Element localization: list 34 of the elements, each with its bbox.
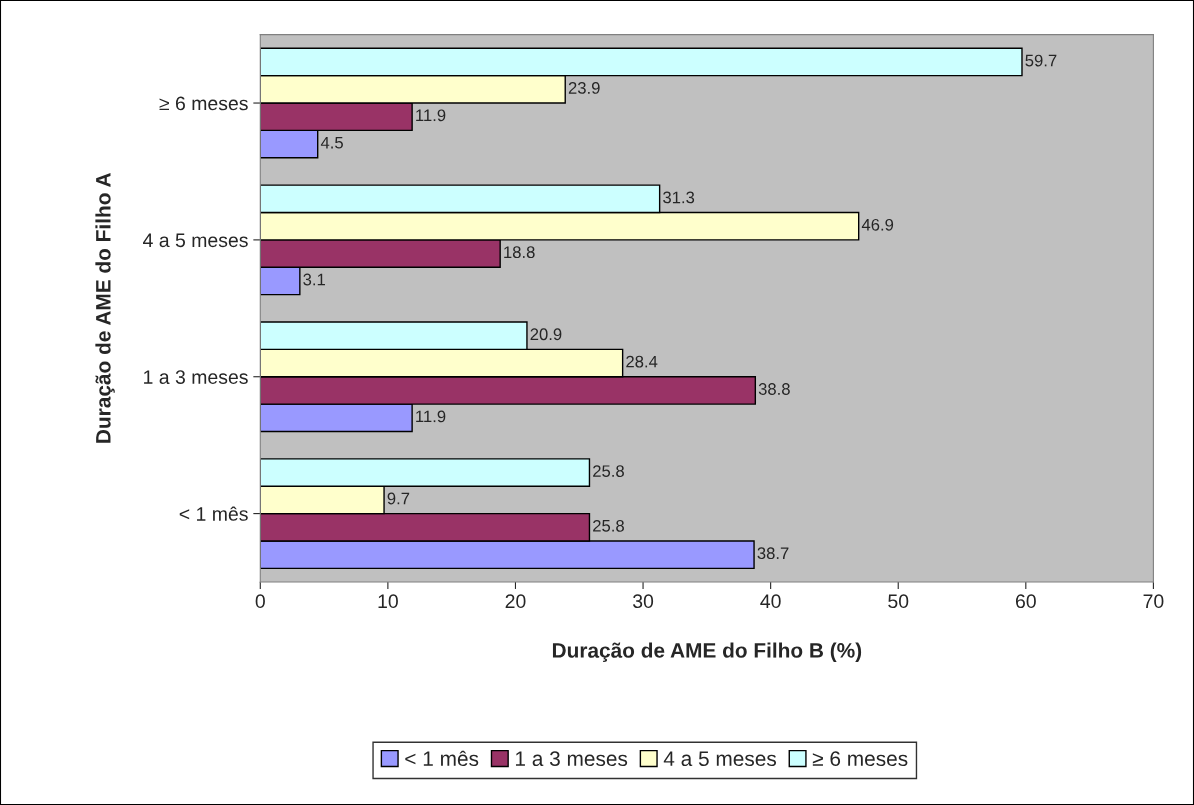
data-label: 20.9 (530, 328, 562, 341)
x-tick-label: 60 (1015, 594, 1036, 609)
data-label: 31.3 (663, 191, 695, 204)
data-label: 4.5 (320, 136, 343, 149)
y-tick-label: ≥ 6 meses (159, 96, 248, 111)
data-label: 11.9 (416, 410, 446, 423)
data-label: 28.4 (626, 355, 658, 368)
x-tick-label: 10 (378, 594, 398, 609)
x-tick-label: 40 (760, 594, 781, 609)
data-label: 18.8 (504, 246, 535, 259)
legend-label: < 1 mês (405, 750, 479, 767)
y-tick-label: < 1 mês (179, 506, 248, 521)
y-axis-title: Duração de AME do Filho A (95, 173, 115, 443)
data-label: 9.7 (387, 492, 410, 505)
x-tick-label: 30 (632, 594, 654, 609)
legend-label: ≥ 6 meses (812, 751, 908, 767)
data-label: 46.9 (861, 218, 894, 231)
legend-label: 1 a 3 meses (515, 751, 628, 767)
data-label: 23.9 (568, 82, 600, 94)
legend-label: 4 a 5 meses (663, 751, 777, 767)
data-label: 3.1 (303, 273, 325, 286)
data-label: 38.7 (757, 547, 789, 560)
y-tick-label: 4 a 5 meses (143, 233, 248, 248)
data-label: 59.7 (1025, 54, 1057, 67)
x-axis-title: Duração de AME do Filho B (%) (552, 642, 862, 662)
x-tick-label: 50 (888, 594, 909, 609)
x-tick-label: 70 (1143, 594, 1164, 609)
x-tick-label: 20 (505, 594, 526, 609)
data-label: 38.8 (758, 383, 790, 395)
y-tick-label: 1 a 3 meses (144, 370, 248, 384)
data-label: 25.8 (593, 465, 624, 478)
x-tick-label: 0 (255, 594, 265, 609)
data-label: 11.9 (416, 109, 446, 122)
data-label: 25.8 (593, 519, 624, 532)
